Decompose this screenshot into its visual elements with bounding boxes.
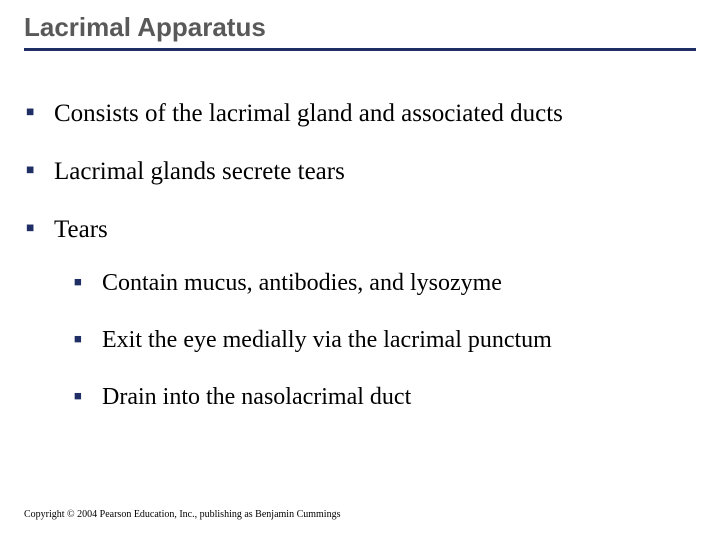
list-item-text: Exit the eye medially via the lacrimal p… [102,327,552,353]
bullet-list: Consists of the lacrimal gland and assoc… [24,100,696,411]
copyright-text: Copyright © 2004 Pearson Education, Inc.… [24,509,340,520]
list-item-text: Lacrimal glands secrete tears [54,158,345,185]
list-item: Exit the eye medially via the lacrimal p… [72,327,696,354]
slide-body: Consists of the lacrimal gland and assoc… [24,100,696,411]
list-item: Tears Contain mucus, antibodies, and lyso… [24,216,696,411]
slide-title: Lacrimal Apparatus [24,12,266,43]
list-item-text: Contain mucus, antibodies, and lysozyme [102,270,502,296]
list-item-text: Drain into the nasolacrimal duct [102,384,411,410]
title-underline [24,48,696,51]
slide: Lacrimal Apparatus Consists of the lacri… [0,0,720,540]
slide-title-text: Lacrimal Apparatus [24,12,266,42]
list-item-text: Consists of the lacrimal gland and assoc… [54,100,563,127]
list-item: Consists of the lacrimal gland and assoc… [24,100,696,128]
bullet-list: Contain mucus, antibodies, and lysozyme E… [54,270,696,411]
list-item: Lacrimal glands secrete tears [24,158,696,186]
list-item: Drain into the nasolacrimal duct [72,384,696,411]
list-item-text: Tears [54,216,108,243]
list-item: Contain mucus, antibodies, and lysozyme [72,270,696,297]
